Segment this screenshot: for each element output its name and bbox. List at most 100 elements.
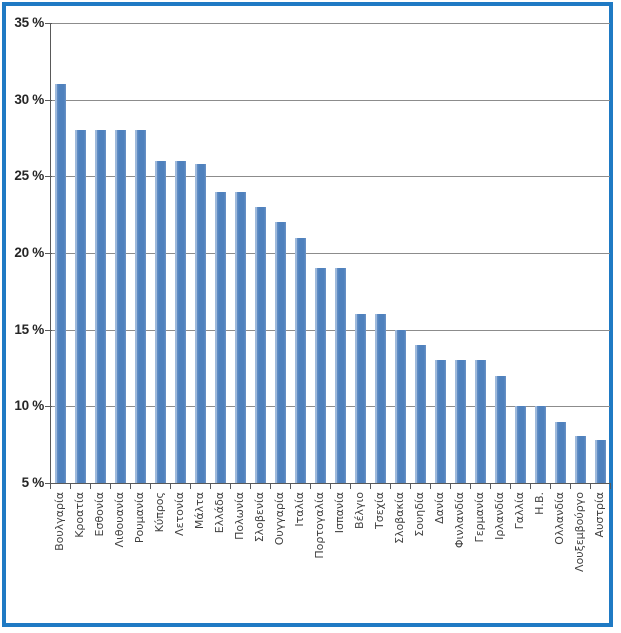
y-axis-tick [45,23,52,24]
x-axis-tick [90,483,91,489]
bar [194,164,206,483]
bar [54,84,66,483]
bar [294,237,306,483]
x-axis-label: Ολλανδία [553,492,566,545]
x-axis-label: Λιθουανία [113,492,126,548]
y-axis-tick [45,329,52,331]
bar [554,421,566,483]
bar [174,161,186,483]
x-axis-label: Ιταλία [293,492,306,527]
x-axis-label: Η.Β. [533,492,546,515]
x-axis-tick [330,483,331,489]
x-axis-tick [70,483,71,489]
x-axis-tick [390,483,391,489]
y-axis-tick-label: 20 % [14,245,44,260]
bar [94,130,106,483]
bar [574,435,586,483]
bar [114,130,126,483]
x-axis-tick [590,483,591,489]
x-axis-label: Γαλλία [513,492,526,530]
bar [414,345,426,483]
x-axis-label: Εσθονία [93,492,106,537]
gridline [50,23,610,24]
bar [434,360,446,483]
bar [254,207,266,483]
x-axis-label: Ελλάδα [213,492,226,534]
x-axis-tick [470,483,471,489]
bar [74,130,86,483]
y-axis-tick [45,99,52,101]
x-axis-label: Πορτογαλία [313,492,326,559]
bar [394,329,406,483]
x-axis-tick [150,483,151,489]
x-axis-tick [430,483,431,489]
x-axis-label: Κροατία [73,492,86,538]
x-axis-tick [110,483,111,489]
x-axis-tick [530,483,531,489]
x-axis-tick [170,483,171,489]
x-axis-label: Βέλγιο [353,492,366,529]
bar [514,406,526,483]
x-axis-tick [570,483,571,489]
gridline [50,99,610,101]
y-axis-tick-label: 35 % [14,15,44,30]
y-axis-tick-label: 5 % [21,475,45,490]
bar [494,375,506,483]
y-axis-tick-label: 10 % [14,398,44,414]
x-axis-label: Σλοβακία [393,492,406,544]
x-axis-label: Λουξεμβούργο [573,492,586,573]
x-axis-label: Πολωνία [233,492,246,540]
bar [334,268,346,483]
bar [134,130,146,483]
bar [594,440,606,483]
x-axis-tick [190,483,191,489]
x-axis-tick [450,483,451,489]
x-axis-tick [350,483,351,489]
x-axis-tick [230,483,231,489]
x-axis-tick [270,483,271,489]
x-axis-label: Ουγγαρία [273,492,286,546]
y-axis-tick [45,406,52,408]
y-axis-tick [45,253,52,254]
bar [214,191,226,483]
bar [234,191,246,483]
x-axis-tick [490,483,491,489]
x-axis-label: Σλοβενία [253,492,266,543]
x-axis-label: Αυστρία [593,492,606,538]
y-axis-tick [45,176,52,178]
bar [374,314,386,483]
y-axis-tick [45,483,52,484]
x-axis-tick [130,483,131,489]
x-axis-tick [510,483,511,489]
x-axis-tick [250,483,251,489]
x-axis-tick [50,483,51,489]
x-axis-tick [550,483,551,489]
x-axis-label: Τσεχία [373,492,386,529]
x-axis-tick [610,483,611,489]
x-axis-label: Λετονία [173,492,186,536]
bar [454,360,466,483]
x-axis-label: Σουηδία [413,492,426,537]
y-axis-tick-label: 25 % [14,168,44,184]
bar [474,360,486,483]
x-axis-tick [310,483,311,489]
x-axis-label: Φινλανδία [453,492,466,549]
y-axis-tick-label: 30 % [14,91,44,107]
gridline [50,406,610,408]
x-axis-label: Ιρλανδία [493,492,506,540]
x-axis-tick [410,483,411,489]
gridline [50,329,610,331]
bar [314,268,326,483]
gridline [50,253,610,254]
x-axis-label: Μάλτα [193,492,206,530]
x-axis-label: Γερμανία [473,492,486,543]
y-axis-tick-label: 15 % [14,321,44,337]
x-axis-tick [290,483,291,489]
bar [274,222,286,483]
x-axis-label: Κύπρος [153,492,166,533]
x-axis-label: Ισπανία [333,492,346,534]
bar [354,314,366,483]
gridline [50,176,610,178]
